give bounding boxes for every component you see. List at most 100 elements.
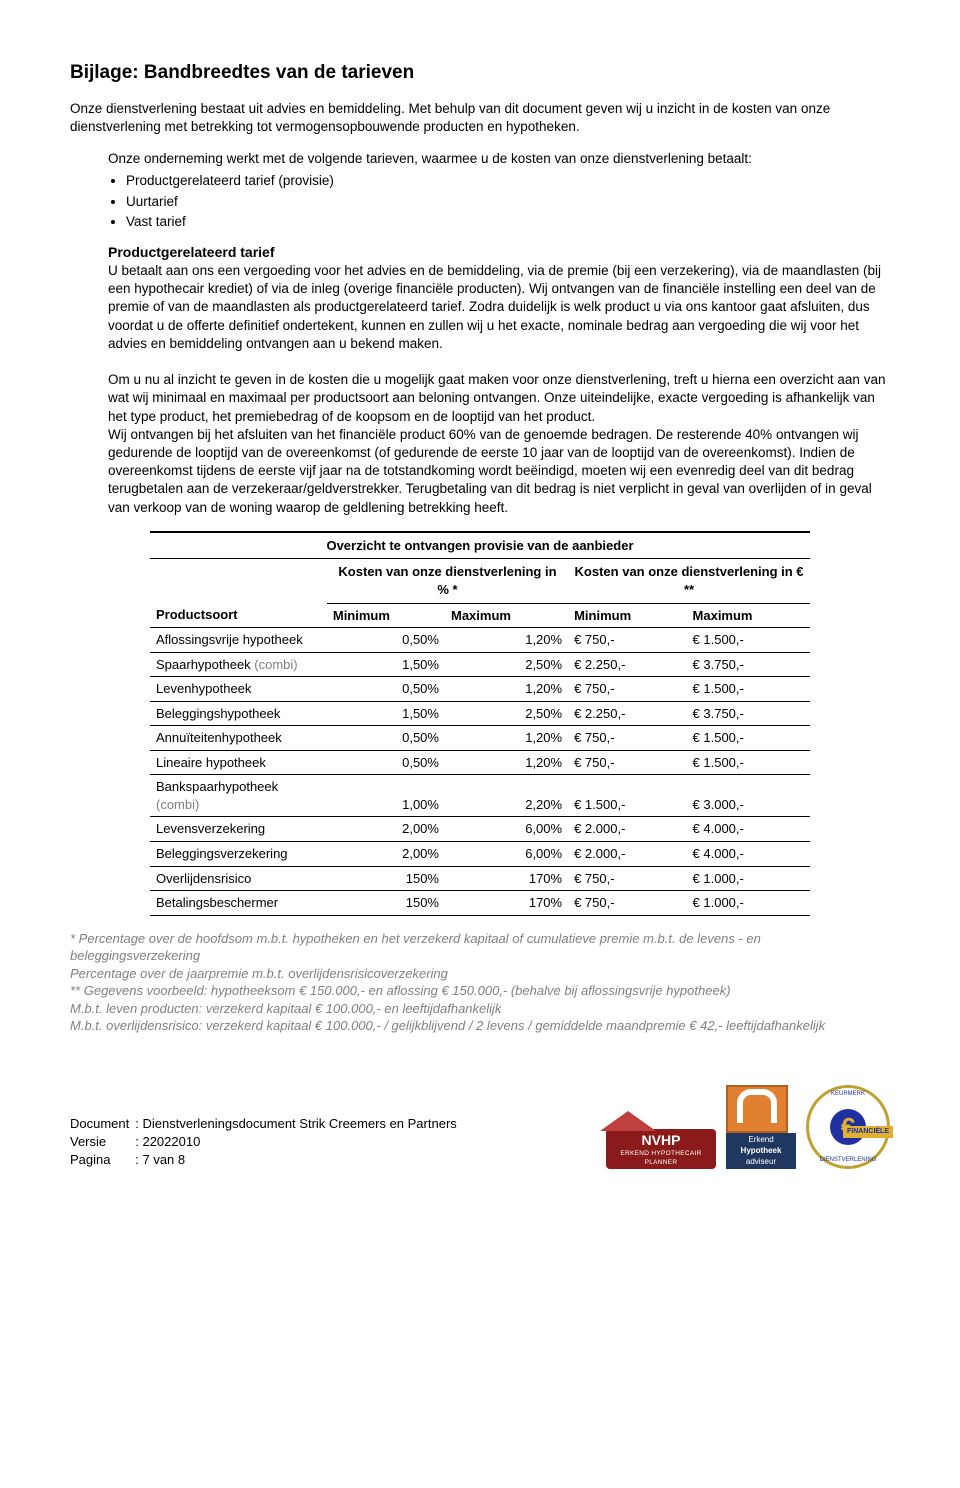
cell-value: 0,50% (327, 750, 445, 775)
table-row: Lineaire hypotheek0,50%1,20%€ 750,-€ 1.5… (150, 750, 810, 775)
list-item: Productgerelateerd tarief (provisie) (126, 172, 890, 190)
cell-product: Spaarhypotheek (combi) (150, 652, 327, 677)
cell-product: Levensverzekering (150, 817, 327, 842)
table-row: Beleggingsverzekering2,00%6,00%€ 2.000,-… (150, 842, 810, 867)
cell-value: € 3.000,- (687, 775, 810, 817)
logo-keurmerk-bot: DIENSTVERLENING (820, 1156, 877, 1164)
cell-value: 0,50% (327, 677, 445, 702)
cell-value: € 750,- (568, 628, 686, 653)
cell-value: € 750,- (568, 677, 686, 702)
footer-logos: NVHP ERKEND HYPOTHECAIR PLANNER Erkend H… (606, 1085, 890, 1169)
cell-value: 0,50% (327, 628, 445, 653)
cell-value: € 1.500,- (687, 750, 810, 775)
cell-product: Levenhypotheek (150, 677, 327, 702)
cell-value: € 750,- (568, 866, 686, 891)
logo-erkend: Erkend Hypotheek adviseur (726, 1085, 796, 1169)
logo-erkend-line: Erkend (748, 1135, 773, 1144)
col-min: Minimum (568, 603, 686, 628)
cell-value: € 1.500,- (687, 677, 810, 702)
logo-keurmerk: KEURMERK € FINANCIËLE DIENSTVERLENING (806, 1085, 890, 1169)
intro-paragraph: Onze dienstverlening bestaat uit advies … (70, 100, 890, 136)
cell-value: 1,20% (445, 677, 568, 702)
logo-keurmerk-top: KEURMERK (831, 1090, 865, 1098)
cell-value: 2,50% (445, 652, 568, 677)
footnote: M.b.t. overlijdensrisico: verzekerd kapi… (70, 1017, 890, 1035)
footer-value: : 22022010 (135, 1133, 463, 1151)
footnote: ** Gegevens voorbeeld: hypotheeksom € 15… (70, 982, 890, 1000)
logo-erkend-line: Hypotheek (741, 1146, 782, 1155)
table-row: Bankspaarhypotheek (combi)1,00%2,20%€ 1.… (150, 775, 810, 817)
logo-nvhp-sub: ERKEND HYPOTHECAIR PLANNER (606, 1150, 716, 1168)
cell-value: € 2.000,- (568, 817, 686, 842)
table-row: Aflossingsvrije hypotheek0,50%1,20%€ 750… (150, 628, 810, 653)
table-title: Overzicht te ontvangen provisie van de a… (150, 532, 810, 559)
footnotes: * Percentage over de hoofdsom m.b.t. hyp… (70, 930, 890, 1035)
footer-value: : Dienstverleningsdocument Strik Creemer… (135, 1115, 463, 1133)
cell-value: € 1.500,- (687, 726, 810, 751)
col-group-euro: Kosten van onze dienstverlening in € ** (568, 559, 810, 603)
cell-value: € 1.500,- (687, 628, 810, 653)
footer-value: : 7 van 8 (135, 1151, 463, 1169)
col-productsoort: Productsoort (150, 559, 327, 628)
cell-value: 1,20% (445, 628, 568, 653)
table-row: Levenhypotheek0,50%1,20%€ 750,-€ 1.500,- (150, 677, 810, 702)
cell-value: € 4.000,- (687, 842, 810, 867)
cell-value: € 1.000,- (687, 891, 810, 916)
table-header-groups: Productsoort Kosten van onze dienstverle… (150, 559, 810, 603)
cell-product: Lineaire hypotheek (150, 750, 327, 775)
page-title: Bijlage: Bandbreedtes van de tarieven (70, 60, 890, 86)
tariff-list: Productgerelateerd tarief (provisie) Uur… (108, 172, 890, 231)
cell-value: € 3.750,- (687, 701, 810, 726)
cell-value: € 2.000,- (568, 842, 686, 867)
cell-value: € 1.500,- (568, 775, 686, 817)
cell-product: Bankspaarhypotheek (combi) (150, 775, 327, 817)
list-item: Uurtarief (126, 193, 890, 211)
product-paragraph: U betaalt aan ons een vergoeding voor he… (108, 262, 890, 353)
table-title-row: Overzicht te ontvangen provisie van de a… (150, 532, 810, 559)
cell-product: Aflossingsvrije hypotheek (150, 628, 327, 653)
cell-value: 2,00% (327, 817, 445, 842)
footnote: * Percentage over de hoofdsom m.b.t. hyp… (70, 930, 890, 965)
cell-product: Beleggingshypotheek (150, 701, 327, 726)
cell-value: € 3.750,- (687, 652, 810, 677)
cell-product: Betalingsbeschermer (150, 891, 327, 916)
tariff-block: Onze onderneming werkt met de volgende t… (108, 150, 890, 517)
list-item: Vast tarief (126, 213, 890, 231)
cell-value: 1,20% (445, 750, 568, 775)
cell-value: € 750,- (568, 726, 686, 751)
cell-value: 150% (327, 866, 445, 891)
cell-product: Annuïteitenhypotheek (150, 726, 327, 751)
cell-value: 1,00% (327, 775, 445, 817)
cell-value: € 750,- (568, 891, 686, 916)
footnote: Percentage over de jaarpremie m.b.t. ove… (70, 965, 890, 983)
cell-value: 2,20% (445, 775, 568, 817)
logo-nvhp-text: NVHP (642, 1131, 681, 1150)
cell-value: 1,20% (445, 726, 568, 751)
provisie-table: Overzicht te ontvangen provisie van de a… (150, 531, 810, 916)
col-max: Maximum (687, 603, 810, 628)
cell-value: € 1.000,- (687, 866, 810, 891)
cell-value: 1,50% (327, 701, 445, 726)
cell-value: 0,50% (327, 726, 445, 751)
cell-value: € 4.000,- (687, 817, 810, 842)
cell-value: € 750,- (568, 750, 686, 775)
cell-value: 1,50% (327, 652, 445, 677)
table-row: Levensverzekering2,00%6,00%€ 2.000,-€ 4.… (150, 817, 810, 842)
logo-keurmerk-fin: FINANCIËLE (843, 1126, 893, 1137)
cell-value: 170% (445, 866, 568, 891)
footnote: M.b.t. leven producten: verzekerd kapita… (70, 1000, 890, 1018)
footer-label: Pagina (70, 1151, 135, 1169)
cell-value: 150% (327, 891, 445, 916)
logo-erkend-line: adviseur (746, 1157, 776, 1166)
col-group-percent: Kosten van onze dienstverlening in % * (327, 559, 568, 603)
table-row: Overlijdensrisico150%170%€ 750,-€ 1.000,… (150, 866, 810, 891)
cell-value: 2,00% (327, 842, 445, 867)
footer-meta: Document: Dienstverleningsdocument Strik… (70, 1115, 463, 1170)
footer-label: Document (70, 1115, 135, 1133)
table-row: Annuïteitenhypotheek0,50%1,20%€ 750,-€ 1… (150, 726, 810, 751)
cell-value: € 2.250,- (568, 701, 686, 726)
col-max: Maximum (445, 603, 568, 628)
footer-label: Versie (70, 1133, 135, 1151)
col-min: Minimum (327, 603, 445, 628)
logo-nvhp: NVHP ERKEND HYPOTHECAIR PLANNER (606, 1129, 716, 1169)
